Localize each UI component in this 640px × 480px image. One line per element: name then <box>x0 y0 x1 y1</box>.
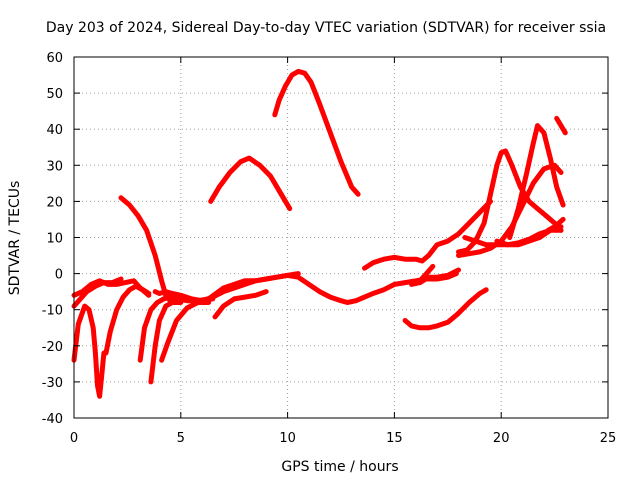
series-arc-11 <box>199 271 301 304</box>
series-arc-14 <box>272 68 361 197</box>
x-axis-label: GPS time / hours <box>281 459 398 475</box>
y-tick-label: 0 <box>55 268 63 283</box>
series-arc-18 <box>417 263 436 284</box>
series-arc-19 <box>456 148 564 255</box>
y-tick-label: 10 <box>46 232 63 247</box>
series-arc-9 <box>159 300 212 363</box>
x-tick-label: 5 <box>177 431 185 446</box>
data-series <box>71 68 568 399</box>
series-arc-22 <box>462 227 564 248</box>
series-arc-5 <box>118 195 177 304</box>
series-arc-13 <box>208 155 293 212</box>
y-tick-label: 20 <box>46 195 63 210</box>
y-tick-label: 30 <box>46 159 63 174</box>
series-arc-17 <box>409 267 461 287</box>
series-arc-6 <box>137 294 173 363</box>
series-arc-1 <box>71 303 107 399</box>
chart-title: Day 203 of 2024, Sidereal Day-to-day VTE… <box>46 20 606 36</box>
series-arc-7 <box>148 300 184 385</box>
y-tick-label: -20 <box>42 340 63 355</box>
y-tick-label: 60 <box>46 51 63 66</box>
series-arc-25 <box>545 216 566 233</box>
y-axis-label: SDTVAR / TECUs <box>7 181 23 296</box>
y-tick-label: 40 <box>46 123 63 138</box>
y-tick-label: -40 <box>42 412 63 427</box>
y-tick-label: -10 <box>42 304 63 319</box>
series-arc-16 <box>402 287 489 331</box>
series-arc-24 <box>554 115 568 136</box>
axis-ticks: 0 5 10 15 20 25 -40 -30 -20 -10 0 10 20 30 40 50 60 <box>42 51 617 446</box>
x-tick-label: 10 <box>279 431 296 446</box>
y-tick-label: 50 <box>46 87 63 102</box>
series-arc-4 <box>103 283 152 356</box>
x-tick-label: 20 <box>493 431 510 446</box>
y-tick-label: -30 <box>42 376 63 391</box>
x-tick-label: 0 <box>70 431 78 446</box>
series-arc-23 <box>507 123 566 240</box>
series-arc-15 <box>362 198 493 271</box>
x-tick-label: 15 <box>386 431 403 446</box>
x-tick-label: 25 <box>600 431 617 446</box>
series-arc-12 <box>212 289 269 320</box>
